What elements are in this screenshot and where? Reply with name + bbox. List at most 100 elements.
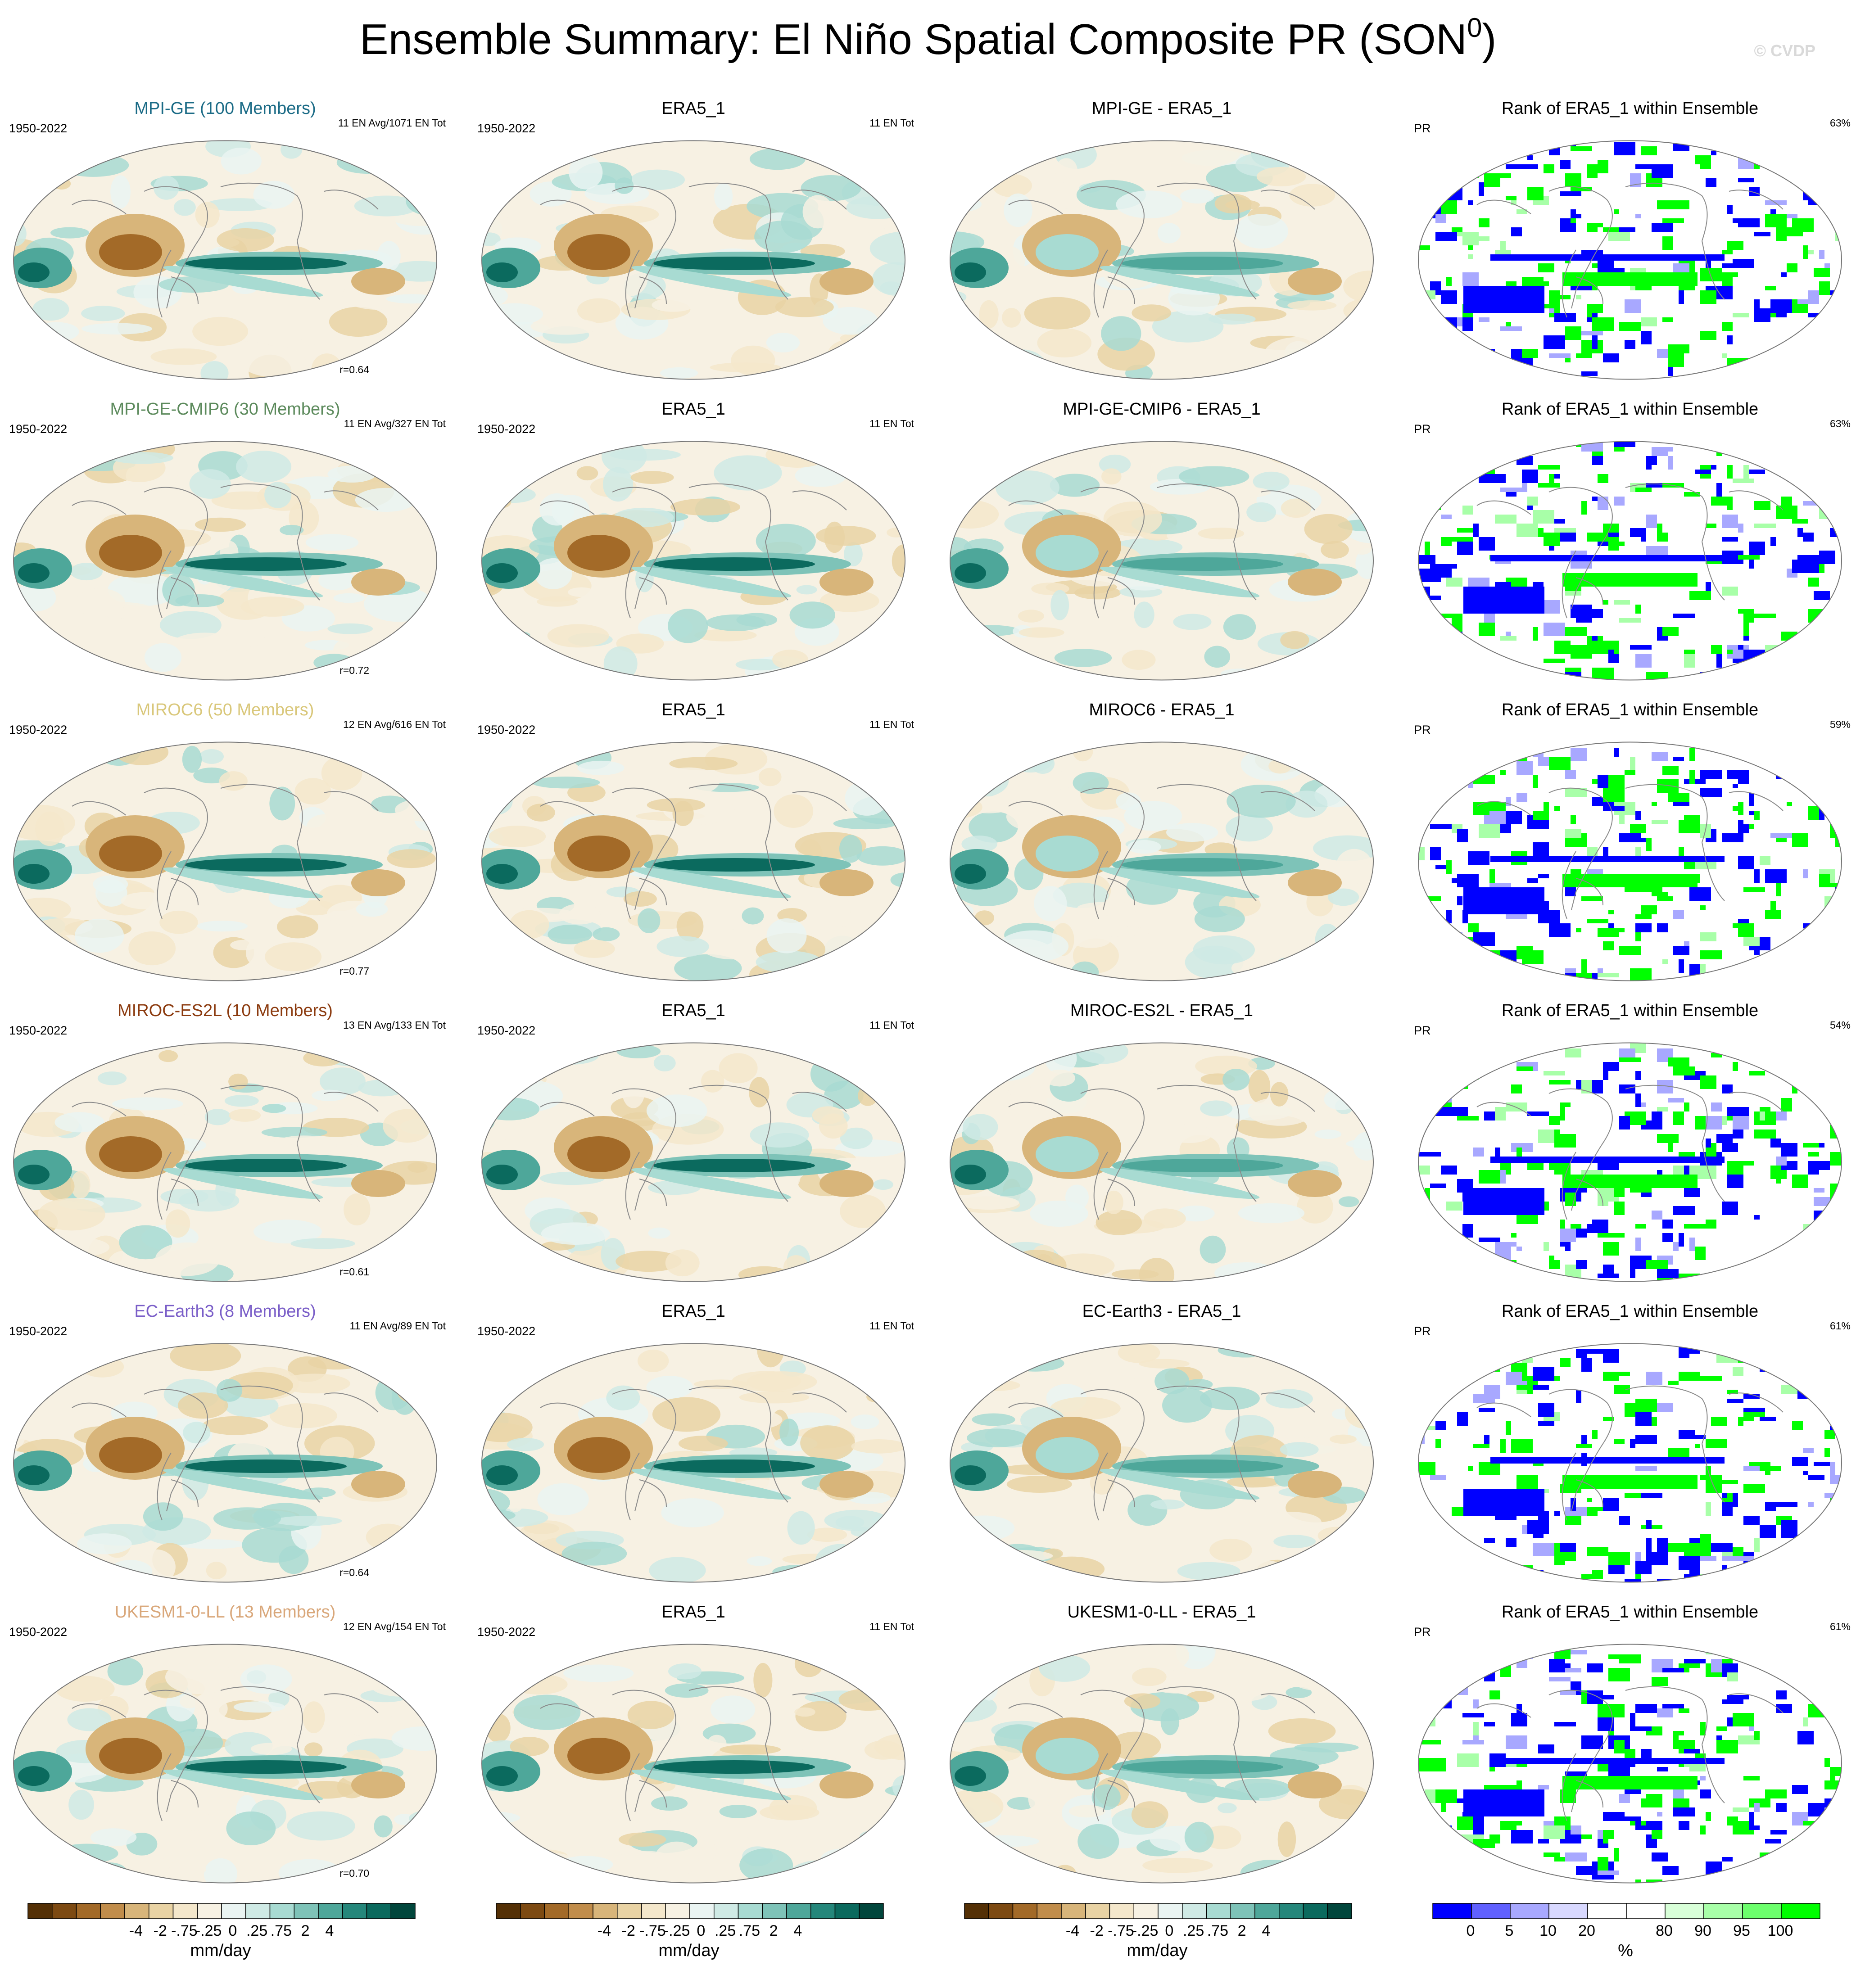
- anomaly-patch: [541, 1222, 610, 1245]
- coastline: [625, 851, 640, 919]
- rank-cell: [1684, 492, 1700, 497]
- anomaly-patch: [766, 918, 807, 953]
- rank-cell: [1808, 335, 1830, 340]
- anomaly-patch: [872, 262, 905, 296]
- rank-cell: [1538, 1130, 1554, 1143]
- rank-cell: [1430, 187, 1446, 200]
- coastline: [540, 1402, 595, 1417]
- coastline: [540, 500, 595, 515]
- anomaly-patch: [1321, 758, 1369, 777]
- anomaly-patch: [414, 950, 434, 960]
- anomaly-patch: [162, 1813, 224, 1831]
- rank-cell: [1797, 452, 1808, 456]
- anomaly-patch: [1008, 1250, 1067, 1282]
- rank-cell: [1500, 1654, 1522, 1659]
- rank-cell: [1554, 519, 1565, 524]
- colorbar-tick-label: .25: [246, 1922, 268, 1939]
- rank-cell: [1603, 524, 1619, 533]
- anomaly-patch: [360, 154, 391, 171]
- event-count-label: 11 EN Tot: [869, 1621, 914, 1632]
- rank-cell: [1522, 950, 1544, 964]
- rank-cell: [1571, 748, 1587, 761]
- anomaly-patch: [756, 524, 816, 558]
- pattern-correlation-label: r=0.72: [340, 664, 369, 676]
- anomaly-patch: [1209, 1538, 1252, 1562]
- rank-cell: [1684, 1574, 1706, 1582]
- rank-cell: [1673, 757, 1684, 761]
- rank-cell: [1544, 1202, 1549, 1211]
- anomaly-patch: [714, 183, 733, 210]
- anomaly-patch: [1342, 1348, 1373, 1374]
- rank-cell: [1841, 209, 1842, 223]
- anomaly-patch: [351, 268, 405, 295]
- rank-cell: [1635, 932, 1641, 941]
- anomaly-patch: [873, 1179, 893, 1190]
- rank-cell: [1598, 1274, 1619, 1278]
- anomaly-patch: [1331, 1229, 1352, 1264]
- rank-cell: [1457, 829, 1468, 842]
- anomaly-patch: [1212, 486, 1271, 498]
- rank-cell: [1635, 811, 1641, 820]
- rank-cell: [1657, 1767, 1668, 1771]
- event-count-label: 11 EN Tot: [869, 718, 914, 730]
- world-map: [1418, 1343, 1842, 1583]
- anomaly-patch: [567, 1136, 630, 1172]
- rank-cell: [1560, 1690, 1576, 1695]
- period-label: 1950-2022: [477, 723, 536, 736]
- coastline: [1476, 199, 1531, 214]
- rank-cell: [1419, 1229, 1430, 1242]
- event-count-label: 11 EN Tot: [869, 1019, 914, 1031]
- anomaly-patch: [14, 146, 49, 170]
- world-map: [950, 140, 1374, 380]
- rank-cell: [1581, 331, 1603, 335]
- rank-cell: [1495, 1561, 1506, 1570]
- anomaly-patch: [1055, 158, 1077, 183]
- anomaly-patch: [1321, 541, 1349, 559]
- coastline: [144, 1088, 208, 1211]
- anomaly-patch: [892, 544, 905, 578]
- anomaly-patch: [397, 1378, 428, 1403]
- rank-cell: [1527, 497, 1538, 506]
- anomaly-patch: [1345, 757, 1366, 768]
- colorbar-swatch: [1037, 1903, 1062, 1919]
- period-label: 1950-2022: [9, 1324, 68, 1338]
- rank-cell: [1668, 353, 1684, 367]
- rank-cell: [1722, 277, 1733, 286]
- coastline: [688, 182, 771, 241]
- rank-cell: [1565, 326, 1581, 340]
- anomaly-patch: [482, 635, 499, 648]
- pattern-correlation-label: r=0.61: [340, 1266, 369, 1278]
- coastline: [1157, 182, 1240, 241]
- rank-cell: [1749, 1812, 1754, 1825]
- anomaly-patch: [204, 1858, 237, 1883]
- anomaly-patch: [99, 1738, 162, 1774]
- anomaly-patch: [1050, 1397, 1121, 1420]
- rank-cell: [1430, 1880, 1452, 1883]
- rank-cell: [1679, 1233, 1684, 1247]
- rank-cell: [1468, 1466, 1473, 1471]
- anomaly-patch: [830, 893, 851, 929]
- rank-cell: [1646, 483, 1662, 488]
- rank-cell: [1538, 1839, 1549, 1843]
- anomaly-patch: [955, 262, 986, 282]
- anomaly-patch: [1095, 1210, 1142, 1235]
- rank-cell: [1770, 959, 1776, 973]
- rank-cell: [1473, 1394, 1495, 1403]
- rank-cell: [1581, 1358, 1592, 1372]
- coastline: [1625, 784, 1708, 843]
- anomaly-patch: [706, 614, 766, 631]
- rank-cell: [1668, 1543, 1684, 1552]
- anomaly-patch: [383, 1109, 432, 1143]
- event-count-label: 11 EN Avg/327 EN Tot: [344, 418, 446, 429]
- rank-cell: [1819, 1821, 1824, 1825]
- anomaly-patch: [829, 1043, 871, 1070]
- coastline: [1107, 1780, 1135, 1808]
- rank-cell: [1803, 1448, 1814, 1453]
- anomaly-patch: [567, 535, 630, 571]
- anomaly-patch: [216, 1379, 243, 1402]
- anomaly-patch: [1130, 1644, 1190, 1673]
- rank-cell: [1673, 1789, 1684, 1798]
- anomaly-patch: [401, 1063, 436, 1077]
- coastline: [1260, 1092, 1315, 1112]
- colorbar-tick-label: 0: [1165, 1922, 1174, 1939]
